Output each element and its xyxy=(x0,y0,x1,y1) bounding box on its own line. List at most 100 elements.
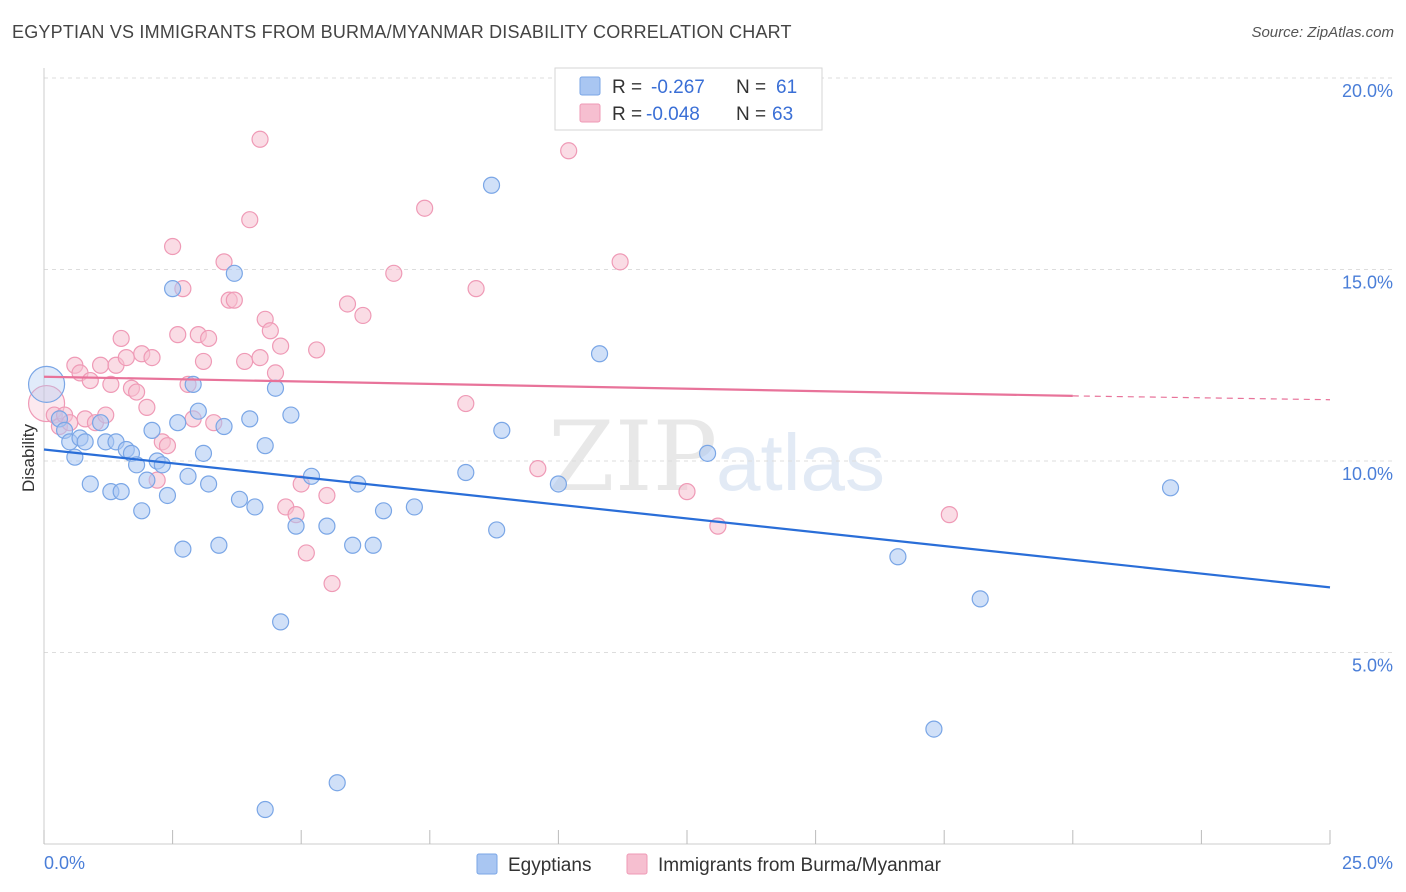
legend-pink-swatch xyxy=(579,103,601,123)
burma-point xyxy=(529,460,547,478)
burma-point xyxy=(143,348,161,367)
series-legend-burma: Immigrants from Burma/Myanmar xyxy=(658,855,942,876)
egyptian-point xyxy=(76,433,94,451)
y-tick-label: 20.0% xyxy=(1342,81,1393,101)
burma-trend-extension xyxy=(1072,395,1331,401)
egyptian-point xyxy=(169,414,187,432)
legend-r-value-2: -0.048 xyxy=(646,104,700,125)
egyptian-point xyxy=(164,280,182,298)
data-points xyxy=(27,130,1180,819)
burma-trend-line xyxy=(43,375,1073,397)
y-tick-label: 10.0% xyxy=(1342,464,1393,484)
egyptian-point xyxy=(328,774,346,792)
x-tick-label-max: 25.0% xyxy=(1342,853,1393,873)
egyptian-point xyxy=(493,421,511,439)
burma-point xyxy=(308,341,326,359)
egyptian-point xyxy=(194,444,213,462)
egyptian-point xyxy=(889,548,907,566)
y-axis-label: Disability xyxy=(19,423,38,492)
burma-point xyxy=(354,306,372,325)
egyptian-point xyxy=(364,536,382,554)
egyptian-point xyxy=(549,475,568,493)
egyptian-point xyxy=(225,264,243,282)
egyptian-point xyxy=(971,590,989,608)
egyptian-point xyxy=(287,517,305,535)
egyptian-trend-line xyxy=(43,448,1331,589)
egyptian-point xyxy=(91,414,110,432)
egyptian-point xyxy=(112,483,130,501)
series-legend-egyptians: Egyptians xyxy=(508,855,591,876)
series-legend-blue-swatch xyxy=(476,853,498,875)
egyptian-point xyxy=(302,467,321,485)
burma-point xyxy=(940,506,958,524)
egyptian-point xyxy=(158,486,177,505)
egyptian-point xyxy=(272,613,290,631)
egyptian-point xyxy=(153,456,171,474)
burma-point xyxy=(215,253,233,271)
burma-point xyxy=(560,142,578,160)
egyptian-point xyxy=(590,345,609,363)
burma-point xyxy=(297,544,315,562)
burma-point xyxy=(164,237,182,256)
burma-point xyxy=(251,348,269,367)
burma-point xyxy=(127,383,146,401)
burma-point xyxy=(272,337,290,355)
burma-point xyxy=(236,352,254,371)
egyptian-point xyxy=(256,800,274,819)
burma-point xyxy=(323,574,341,593)
burma-point xyxy=(81,371,99,390)
egyptian-point xyxy=(215,417,233,436)
burma-point xyxy=(318,486,336,505)
egyptian-point xyxy=(318,517,336,535)
egyptian-point xyxy=(488,521,506,539)
egyptian-point xyxy=(138,471,156,489)
egyptian-point xyxy=(133,502,151,520)
chart-title: EGYPTIAN VS IMMIGRANTS FROM BURMA/MYANMA… xyxy=(12,22,792,42)
egyptian-point xyxy=(374,502,393,520)
egyptian-point xyxy=(405,498,423,516)
watermark-atlas: atlas xyxy=(716,418,885,507)
watermark: ZIP atlas xyxy=(548,401,885,513)
legend-n-label-1: N = xyxy=(736,77,766,98)
legend-n-value-2: 63 xyxy=(772,104,793,125)
egyptian-point xyxy=(266,379,285,397)
egyptian-point xyxy=(27,365,66,403)
burma-point xyxy=(678,483,696,501)
burma-point xyxy=(117,348,135,367)
egyptian-point xyxy=(81,475,99,493)
burma-point xyxy=(611,253,629,271)
burma-point xyxy=(138,398,156,416)
burma-point xyxy=(225,291,243,309)
legend-n-label-2: N = xyxy=(736,104,766,125)
burma-point xyxy=(261,322,279,340)
burma-point xyxy=(194,352,213,371)
egyptian-point xyxy=(179,467,197,485)
burma-point xyxy=(266,364,285,382)
burma-point xyxy=(200,329,218,348)
correlation-legend: R = -0.267 N = 61 R = -0.048 N = 63 xyxy=(554,67,823,131)
burma-point xyxy=(338,295,357,313)
legend-r-label-1: R = xyxy=(612,77,642,98)
axes: 5.0% 10.0% 15.0% 20.0% 0.0% 25.0% xyxy=(43,68,1393,873)
egyptian-point xyxy=(698,444,717,462)
legend-n-value-1: 61 xyxy=(776,77,797,98)
egyptian-point xyxy=(1161,479,1180,497)
series-legend-pink-swatch xyxy=(626,853,648,875)
burma-point xyxy=(91,356,110,374)
egyptian-point xyxy=(200,475,218,493)
egyptian-point xyxy=(482,176,501,194)
egyptian-point xyxy=(925,720,943,738)
egyptian-point xyxy=(457,463,475,482)
legend-blue-swatch xyxy=(579,76,601,96)
egyptian-point xyxy=(143,421,161,439)
y-tick-label: 5.0% xyxy=(1352,656,1393,676)
burma-point xyxy=(457,394,475,413)
burma-point xyxy=(158,437,177,455)
burma-point xyxy=(251,130,269,148)
burma-point xyxy=(385,264,403,282)
egyptian-point xyxy=(189,402,207,420)
egyptian-point xyxy=(344,536,362,554)
egyptian-point xyxy=(230,490,249,508)
burma-point xyxy=(169,326,187,344)
